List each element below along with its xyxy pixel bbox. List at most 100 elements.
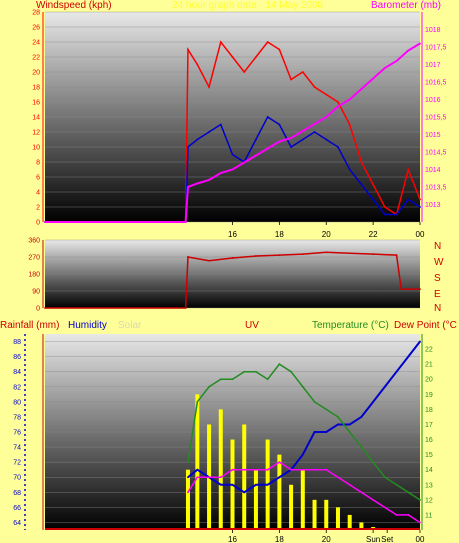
wind-direction-point: [208, 259, 210, 262]
humidity-tick-label: 88: [13, 339, 21, 346]
temperature-tick-label: 16: [425, 437, 433, 444]
dew-point-line-point: [372, 498, 375, 501]
temperature-line-point: [395, 483, 398, 486]
barometer-line-point: [395, 60, 398, 62]
wind-average-line-point: [407, 198, 410, 201]
wind-direction-point: [301, 253, 304, 256]
humidity-line-point: [407, 355, 410, 358]
humidity-tick-label: 72: [13, 460, 21, 467]
x-tick-label: 20: [322, 230, 331, 239]
x-tick-label-bottom: 16: [228, 535, 237, 543]
solar-bar: [277, 454, 282, 530]
wind-average-line-point: [348, 168, 351, 171]
wind-average-line-point: [383, 213, 386, 216]
temperature-tick-label: 13: [425, 482, 433, 489]
dew-point-line-point: [407, 514, 410, 516]
humidity-line-point: [360, 416, 363, 418]
barometer-line-point: [278, 140, 281, 143]
barometer-tick-label: 1017,5: [425, 45, 447, 52]
barometer-tick-label: 1015: [425, 132, 441, 139]
humidity-line-point: [187, 476, 189, 479]
temperature-line-point: [243, 370, 246, 373]
humidity-tick-label: 86: [13, 354, 21, 361]
humidity-line-point: [337, 423, 339, 426]
wind-direction-point: [348, 252, 351, 255]
humidity-line-point: [243, 491, 246, 494]
barometer-line-point: [208, 179, 210, 181]
wind-tick-label: 4: [36, 190, 40, 197]
direction-label-w: W: [434, 257, 444, 268]
temperature-line-point: [419, 498, 421, 501]
wind-gust-line-point: [313, 86, 316, 88]
barometer-line-point: [313, 123, 316, 125]
solar-bar: [300, 469, 305, 530]
dew-point-line-point: [208, 476, 210, 479]
temperature-tick-label: 22: [425, 347, 433, 354]
wind-gust-line-point: [325, 93, 328, 96]
wind-direction-point: [231, 257, 234, 259]
barometer-line-point: [231, 168, 234, 171]
x-tick-label: 00: [416, 230, 425, 239]
humidity-line-point: [419, 340, 421, 343]
wind-average-line-point: [372, 198, 375, 201]
solar-bar: [324, 499, 329, 530]
humidity-tick-label: 82: [13, 384, 21, 391]
dew-point-line-point: [348, 483, 351, 486]
direction-tick-label: 360: [28, 238, 40, 245]
dew-point-line-point: [337, 476, 339, 479]
wind-direction-point: [184, 307, 187, 309]
barometer-line-point: [219, 172, 222, 174]
solar-bar: [335, 507, 340, 530]
wind-tick-label: 2: [36, 205, 40, 212]
wind-direction-point: [325, 251, 328, 254]
barometer-tick-label: 1014: [425, 167, 441, 174]
temperature-tick-label: 20: [425, 377, 433, 384]
temperature-line-point: [301, 385, 304, 388]
dew-point-line-point: [231, 468, 234, 471]
humidity-line-point: [372, 400, 375, 403]
humidity-line-point: [278, 476, 281, 479]
barometer-tick-label: 1013: [425, 202, 441, 209]
humidity-label: Humidity: [68, 320, 107, 331]
humidity-line-point: [196, 468, 199, 471]
wind-average-line-point: [419, 206, 421, 208]
wind-direction-point: [187, 256, 189, 258]
temperature-line-point: [208, 385, 210, 388]
temperature-tick-label: 19: [425, 392, 433, 399]
wind-average-line-point: [290, 146, 292, 148]
wind-gust-line-point: [243, 71, 246, 73]
direction-tick-label: 0: [36, 306, 40, 313]
humidity-tick-label: 64: [13, 520, 21, 527]
wind-tick-label: 20: [32, 70, 40, 77]
barometer-line-point: [407, 49, 410, 52]
wind-gust-line-point: [208, 86, 210, 88]
dew-point-line-point: [383, 506, 386, 509]
temperature-line-point: [231, 378, 234, 381]
barometer-line-point: [290, 137, 292, 139]
humidity-tick-label: 68: [13, 490, 21, 497]
barometer-line-point: [372, 77, 375, 80]
barometer-tick-label: 1016: [425, 97, 441, 104]
wind-gust-line-point: [290, 78, 292, 81]
wind-gust-line-point: [419, 198, 421, 201]
humidity-tick-label: 84: [13, 369, 21, 376]
humidity-line-point: [325, 431, 328, 433]
wind-average-line-point: [196, 138, 199, 141]
barometer-line-point: [360, 88, 363, 90]
direction-label-n-bottom: N: [434, 303, 442, 314]
temperature-line-point: [325, 408, 328, 411]
barometer-line-point: [187, 186, 189, 188]
humidity-line-point: [266, 483, 269, 486]
wind-direction-point: [400, 288, 403, 291]
solar-bar: [347, 514, 352, 530]
temperature-line-point: [407, 491, 410, 494]
wind-average-line-point: [325, 138, 328, 141]
temperature-line-point: [383, 476, 386, 479]
solar-bar: [218, 409, 223, 530]
wind-tick-label: 28: [32, 10, 40, 17]
dew-point-line-point: [395, 514, 398, 516]
temperature-tick-label: 17: [425, 422, 433, 429]
dew-point-line-point: [266, 468, 269, 471]
dew-point-line-point: [278, 461, 281, 464]
